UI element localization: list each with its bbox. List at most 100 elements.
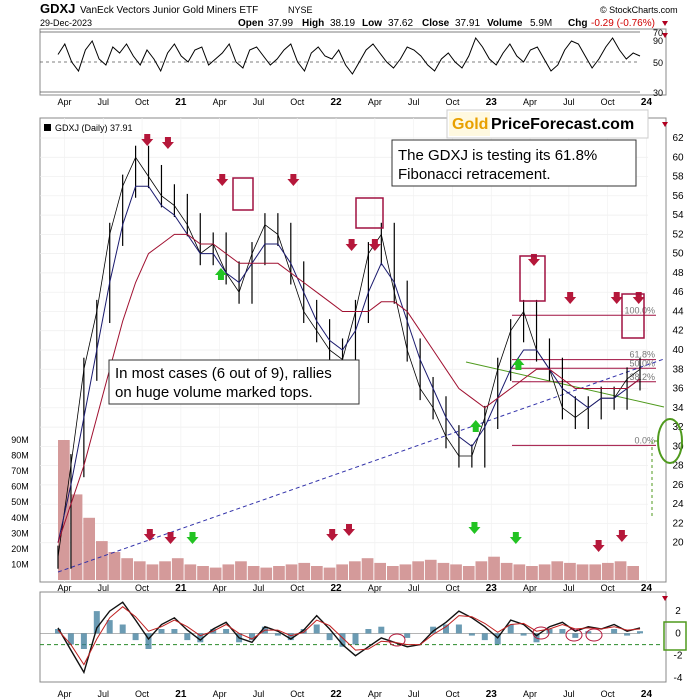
- x-tick-label-bottom: Jul: [408, 689, 420, 699]
- macd-histogram-bar: [378, 626, 385, 634]
- macd-histogram-bar: [404, 633, 411, 638]
- volume-bar: [311, 566, 323, 580]
- x-tick-label-rsi: 24: [641, 97, 653, 108]
- macd-histogram-bar: [274, 633, 281, 636]
- brand-logo: Gold PriceForecast.com: [446, 109, 649, 139]
- red-volume-arrow: [615, 530, 628, 542]
- macd-cross-circle: [532, 626, 550, 640]
- volume-bar: [488, 556, 500, 580]
- macd-histogram-bar: [223, 629, 230, 634]
- red-volume-arrow: [143, 529, 156, 541]
- green-volume-arrow: [468, 522, 481, 534]
- price-tick-label: 32: [672, 422, 684, 433]
- x-tick-label-rsi: Jul: [408, 97, 420, 107]
- volume-bar: [235, 561, 247, 580]
- macd-histogram-bar: [313, 624, 320, 634]
- fib-label: 0.0%: [634, 435, 655, 445]
- chevron-down-icon[interactable]: [662, 122, 668, 127]
- brand-gold-bg: [449, 112, 490, 136]
- fib-label: 61.8%: [629, 350, 655, 360]
- price-tick-label: 46: [672, 287, 684, 298]
- x-tick-label: Apr: [523, 583, 537, 593]
- volume-annotation-line2: on huge volume marked tops.: [115, 384, 313, 401]
- open-value: 37.99: [268, 18, 293, 29]
- macd-histogram-bar: [494, 633, 501, 645]
- red-down-arrow: [564, 292, 577, 304]
- red-down-arrow: [161, 137, 174, 149]
- price-tick-label: 50: [672, 249, 684, 260]
- macd-histogram-bar: [171, 629, 178, 634]
- price-series: [57, 145, 641, 569]
- fib-annotation-line1: The GDXJ is testing its 61.8%: [398, 147, 597, 164]
- price-tick-label: 44: [672, 306, 684, 317]
- macd-histogram-bar: [611, 629, 618, 634]
- volume-bar: [614, 561, 627, 580]
- volume-bar: [336, 564, 348, 580]
- x-tick-label: 22: [331, 583, 343, 594]
- volume-tick-label: 10M: [11, 559, 29, 569]
- x-tick-label-rsi: Oct: [601, 97, 616, 107]
- green-up-arrow: [512, 358, 525, 370]
- x-tick-label: 24: [641, 583, 653, 594]
- macd-histogram-bar: [443, 624, 449, 634]
- volume-bars: 90M 80M 70M 60M 50M 40M 30M 20M 10M: [11, 435, 639, 580]
- chevron-down-icon[interactable]: [662, 596, 668, 601]
- volume-bar: [361, 558, 374, 580]
- volume-bar: [285, 564, 298, 580]
- price-tick-label: 42: [672, 326, 684, 337]
- x-tick-label-bottom: Apr: [213, 689, 227, 699]
- x-tick-label-rsi: Jul: [253, 97, 265, 107]
- x-tick-label-bottom: Apr: [523, 689, 537, 699]
- volume-bar: [197, 566, 209, 580]
- volume-label: Volume: [487, 18, 523, 29]
- price-tick-label: 56: [672, 191, 684, 202]
- macd-histogram-bar: [352, 633, 359, 645]
- price-tick-label: 48: [672, 268, 684, 279]
- x-tick-label-rsi: 21: [175, 97, 187, 108]
- price-tick-label: 60: [672, 152, 684, 163]
- fibonacci-levels: 100.0% 61.8%50.0% 38.2% 0.0%: [512, 305, 656, 446]
- macd-histogram-bar: [326, 633, 333, 641]
- green-volume-arrow: [186, 532, 199, 544]
- volume-bar: [551, 561, 564, 580]
- volume-bar: [58, 440, 70, 580]
- red-down-arrow: [368, 239, 381, 251]
- x-tick-label: Jul: [253, 583, 265, 593]
- red-down-arrow: [345, 239, 358, 251]
- ticker: GDXJ: [40, 1, 75, 16]
- price-tick-label: 58: [672, 172, 684, 183]
- red-volume-arrow: [343, 524, 355, 536]
- red-down-arrow: [216, 174, 229, 186]
- volume-bar: [462, 566, 475, 580]
- red-down-arrow: [141, 134, 154, 146]
- volume-bar: [627, 566, 639, 580]
- volume-bar: [475, 561, 488, 580]
- watermark: © StockCharts.com: [600, 5, 678, 15]
- price-tick-label: 30: [672, 441, 684, 452]
- macd-histogram-bar: [184, 633, 191, 641]
- ohlc-stats: Open 37.99 High 38.19 Low 37.62 Close 37…: [238, 18, 655, 29]
- macd-histogram-bar: [455, 624, 462, 634]
- volume-bar: [83, 517, 95, 580]
- brand-rest-text: PriceForecast.com: [491, 116, 634, 133]
- x-tick-label-rsi: Oct: [290, 97, 305, 107]
- low-value: 37.62: [388, 18, 413, 29]
- red-down-arrow: [287, 174, 300, 186]
- volume-tick-label: 60M: [11, 482, 29, 492]
- x-tick-label-bottom: 24: [641, 689, 653, 700]
- chevron-down-icon[interactable]: [662, 21, 668, 26]
- macd-histogram-bar: [287, 633, 294, 641]
- x-tick-label: Oct: [601, 583, 616, 593]
- chevron-down-icon[interactable]: [662, 33, 668, 38]
- markers: [141, 134, 645, 552]
- volume-tick-label: 80M: [11, 451, 29, 461]
- volume-bar: [399, 564, 412, 580]
- volume-bar: [260, 567, 273, 580]
- macd-histogram-bar: [430, 626, 437, 634]
- price-tick-label: 28: [672, 461, 684, 472]
- green-up-arrow: [214, 268, 227, 280]
- top-box: [232, 177, 254, 211]
- close-label: Close: [422, 18, 450, 29]
